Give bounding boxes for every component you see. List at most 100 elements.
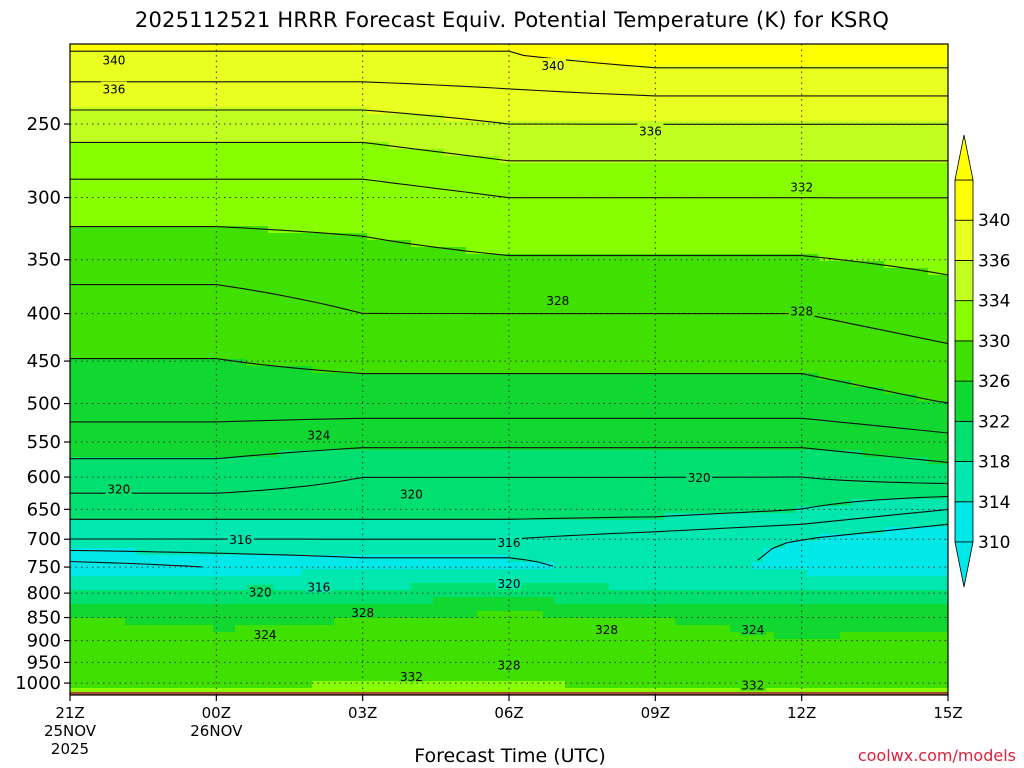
field-cell <box>620 282 632 290</box>
field-cell <box>785 352 797 360</box>
field-cell <box>774 345 786 353</box>
field-cell <box>631 72 643 80</box>
field-cell <box>917 184 929 192</box>
field-cell <box>851 366 863 374</box>
field-cell <box>92 296 104 304</box>
field-cell <box>433 464 445 472</box>
field-cell <box>917 373 929 381</box>
field-cell <box>70 191 82 199</box>
field-cell <box>169 415 181 423</box>
field-cell <box>235 324 247 332</box>
field-cell <box>796 191 808 199</box>
field-cell <box>543 338 555 346</box>
field-cell <box>763 394 775 402</box>
field-cell <box>620 121 632 129</box>
field-cell <box>246 352 258 360</box>
field-cell <box>708 436 720 444</box>
field-cell <box>609 422 621 430</box>
field-cell <box>455 408 467 416</box>
field-cell <box>785 107 797 115</box>
field-cell <box>169 373 181 381</box>
field-cell <box>378 219 390 227</box>
field-cell <box>752 429 764 437</box>
field-cell <box>697 135 709 143</box>
field-cell <box>114 282 126 290</box>
field-cell <box>653 93 665 101</box>
field-cell <box>367 317 379 325</box>
field-cell <box>741 401 753 409</box>
field-cell <box>246 100 258 108</box>
field-cell <box>367 450 379 458</box>
field-cell <box>851 429 863 437</box>
field-cell <box>191 415 203 423</box>
field-cell <box>70 72 82 80</box>
field-cell <box>202 345 214 353</box>
field-cell <box>576 317 588 325</box>
field-cell <box>103 380 115 388</box>
field-cell <box>301 282 313 290</box>
field-cell <box>356 422 368 430</box>
field-cell <box>125 275 137 283</box>
field-cell <box>191 359 203 367</box>
field-cell <box>862 86 874 94</box>
field-cell <box>466 100 478 108</box>
field-cell <box>752 198 764 206</box>
field-cell <box>917 128 929 136</box>
field-cell <box>664 149 676 157</box>
field-cell <box>477 261 489 269</box>
field-cell <box>334 100 346 108</box>
field-cell <box>136 422 148 430</box>
field-cell <box>598 338 610 346</box>
field-cell <box>158 366 170 374</box>
field-cell <box>763 443 775 451</box>
field-cell <box>400 79 412 87</box>
field-cell <box>378 44 390 52</box>
field-cell <box>653 464 665 472</box>
field-cell <box>620 212 632 220</box>
field-cell <box>114 338 126 346</box>
field-cell <box>202 86 214 94</box>
field-cell <box>708 296 720 304</box>
field-cell <box>785 128 797 136</box>
field-cell <box>873 149 885 157</box>
field-cell <box>290 415 302 423</box>
field-cell <box>818 107 830 115</box>
field-cell <box>873 58 885 66</box>
field-cell <box>895 65 907 73</box>
field-cell <box>686 436 698 444</box>
field-cell <box>378 387 390 395</box>
field-cell <box>488 408 500 416</box>
field-cell <box>213 352 225 360</box>
field-cell <box>741 142 753 150</box>
field-cell <box>818 65 830 73</box>
field-cell <box>785 212 797 220</box>
field-cell <box>235 478 247 486</box>
field-cell <box>708 359 720 367</box>
field-cell <box>257 86 269 94</box>
field-cell <box>70 303 82 311</box>
field-cell <box>664 289 676 297</box>
field-cell <box>829 100 841 108</box>
field-cell <box>356 58 368 66</box>
field-cell <box>323 401 335 409</box>
field-cell <box>851 72 863 80</box>
field-cell <box>213 212 225 220</box>
field-cell <box>851 331 863 339</box>
field-cell <box>345 191 357 199</box>
field-cell <box>224 289 236 297</box>
field-cell <box>92 268 104 276</box>
field-cell <box>928 282 940 290</box>
field-cell <box>697 464 709 472</box>
field-cell <box>708 282 720 290</box>
field-cell <box>411 254 423 262</box>
field-cell <box>675 149 687 157</box>
field-cell <box>774 247 786 255</box>
field-cell <box>697 205 709 213</box>
field-cell <box>851 100 863 108</box>
field-cell <box>576 471 588 479</box>
field-cell <box>631 436 643 444</box>
field-cell <box>433 198 445 206</box>
field-cell <box>290 443 302 451</box>
field-cell <box>257 212 269 220</box>
field-cell <box>928 107 940 115</box>
